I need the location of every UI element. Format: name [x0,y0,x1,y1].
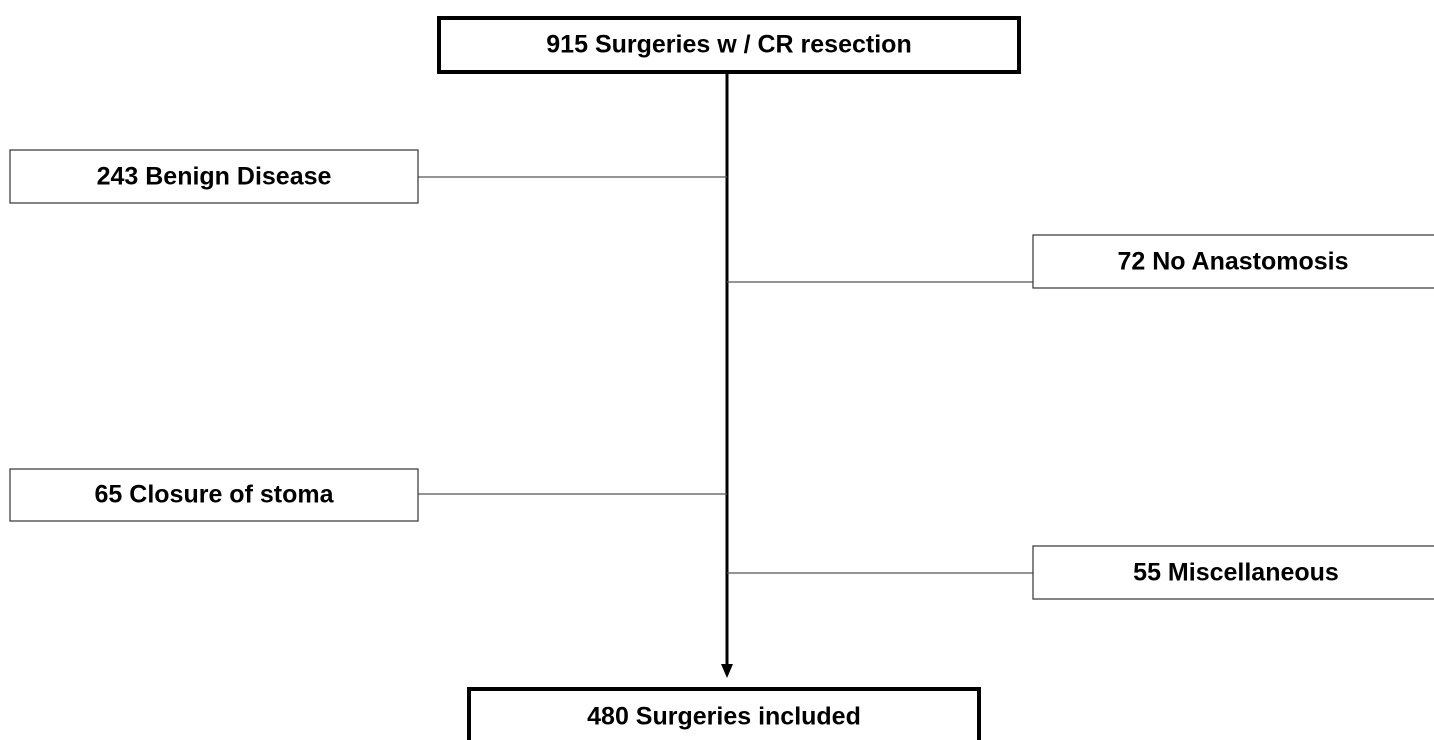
start-box [437,16,1021,74]
exclusion-box [9,149,419,204]
node-label: 72 No Anastomosis [1117,248,1348,276]
node-label: 65 Closure of stoma [95,481,335,509]
node-label: 480 Surgeries included [587,703,861,731]
node-label: 915 Surgeries w / CR resection [546,31,911,59]
end-box [467,687,981,740]
node-label: 55 Miscellaneous [1133,559,1339,587]
exclusion-box [9,468,419,522]
exclusion-box [1032,545,1434,600]
exclusion-box [1032,234,1434,289]
node-label: 243 Benign Disease [97,163,332,191]
arrow-head [721,664,733,678]
